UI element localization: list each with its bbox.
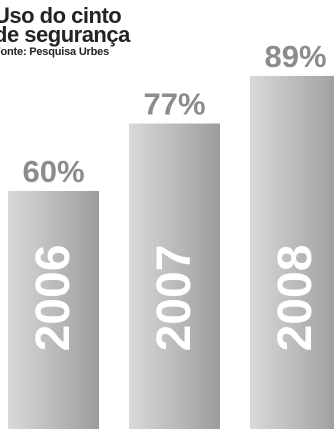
bar-2006 (8, 190, 99, 429)
category-label-2008: 2008 (269, 245, 322, 352)
value-label-2008: 89% (264, 39, 326, 74)
bar-2008 (250, 75, 334, 429)
chart-title-block: Uso do cinto de segurança Fonte: Pesquis… (0, 3, 194, 59)
chart-title-line-2: de segurança (0, 22, 130, 47)
bar-2007 (129, 123, 220, 429)
category-label-2007: 2007 (148, 245, 201, 352)
bars-group: 60% 2006 77% 2007 89% 2008 (8, 39, 334, 429)
value-label-2006: 60% (22, 154, 84, 189)
category-label-2006: 2006 (27, 245, 80, 352)
value-label-2007: 77% (143, 87, 205, 122)
chart-source: Fonte: Pesquisa Urbes (0, 46, 109, 58)
chart-title-line-1: Uso do cinto (0, 3, 122, 28)
